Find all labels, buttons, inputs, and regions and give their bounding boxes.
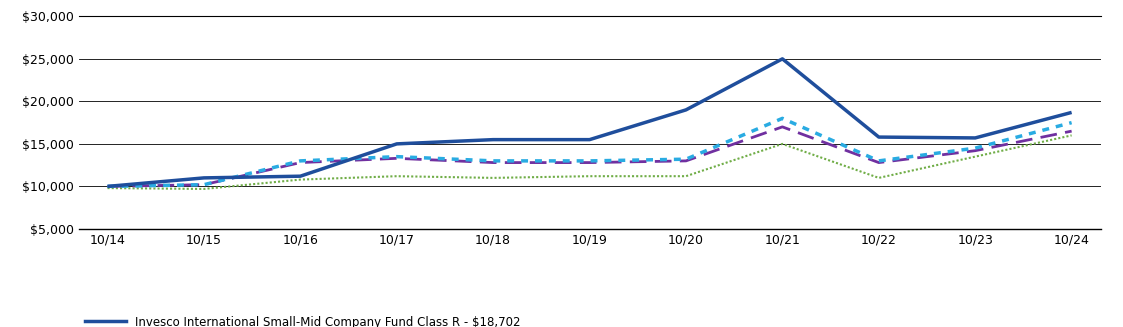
Legend: Invesco International Small-Mid Company Fund Class R - $18,702, MSCI ACWI ex USA: Invesco International Small-Mid Company … <box>84 316 521 327</box>
